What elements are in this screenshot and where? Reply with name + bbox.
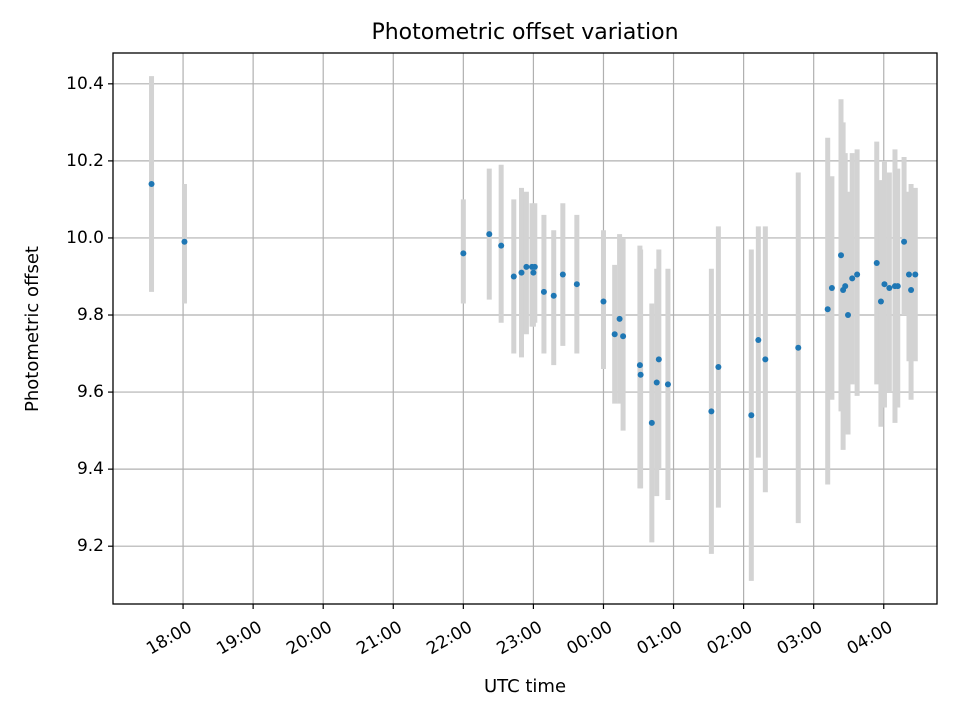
y-tick-label: 9.8 (77, 305, 104, 325)
data-point (912, 271, 919, 278)
data-point (854, 271, 861, 278)
data-point (873, 259, 880, 266)
data-point (838, 252, 845, 259)
data-point (648, 419, 655, 426)
data-point (828, 285, 835, 292)
data-point (611, 331, 618, 338)
data-point (559, 271, 566, 278)
data-point (181, 238, 188, 245)
data-point (636, 362, 643, 369)
data-point (530, 269, 537, 276)
data-point (908, 286, 915, 293)
y-tick-label: 10.0 (66, 228, 104, 248)
data-point (849, 275, 856, 282)
data-point (881, 281, 888, 288)
data-point (886, 285, 893, 292)
y-tick-label: 10.4 (66, 74, 104, 94)
data-point (550, 292, 557, 299)
data-point (510, 273, 517, 280)
data-point (842, 283, 849, 290)
data-point (540, 288, 547, 295)
plot-frame (112, 52, 938, 605)
data-points (148, 181, 919, 426)
data-point (600, 298, 607, 305)
data-point (755, 337, 762, 344)
data-point (905, 271, 912, 278)
data-point (894, 283, 901, 290)
data-point (795, 344, 802, 351)
data-point (877, 298, 884, 305)
data-point (616, 315, 623, 322)
data-point (824, 306, 831, 313)
data-point (715, 364, 722, 371)
data-point (620, 333, 627, 340)
data-point (531, 263, 538, 270)
y-tick-label: 10.2 (66, 151, 104, 171)
data-point (460, 250, 467, 257)
data-point (653, 379, 660, 386)
data-point (573, 281, 580, 288)
data-point (148, 181, 155, 188)
data-point (498, 242, 505, 249)
data-point (523, 263, 530, 270)
y-tick-label: 9.2 (77, 536, 104, 556)
data-point (762, 356, 769, 363)
x-axis-label: UTC time (484, 676, 566, 697)
data-point (518, 269, 525, 276)
data-point (637, 371, 644, 378)
chart-title: Photometric offset variation (371, 20, 678, 45)
data-point (901, 238, 908, 245)
data-point (845, 312, 852, 319)
y-tick-label: 9.4 (77, 459, 104, 479)
y-tick-label: 9.6 (77, 382, 104, 402)
data-point (664, 381, 671, 388)
data-point (486, 231, 493, 238)
y-axis-label: Photometric offset (22, 246, 43, 412)
data-point (708, 408, 715, 415)
data-point (655, 356, 662, 363)
data-point (748, 412, 755, 419)
